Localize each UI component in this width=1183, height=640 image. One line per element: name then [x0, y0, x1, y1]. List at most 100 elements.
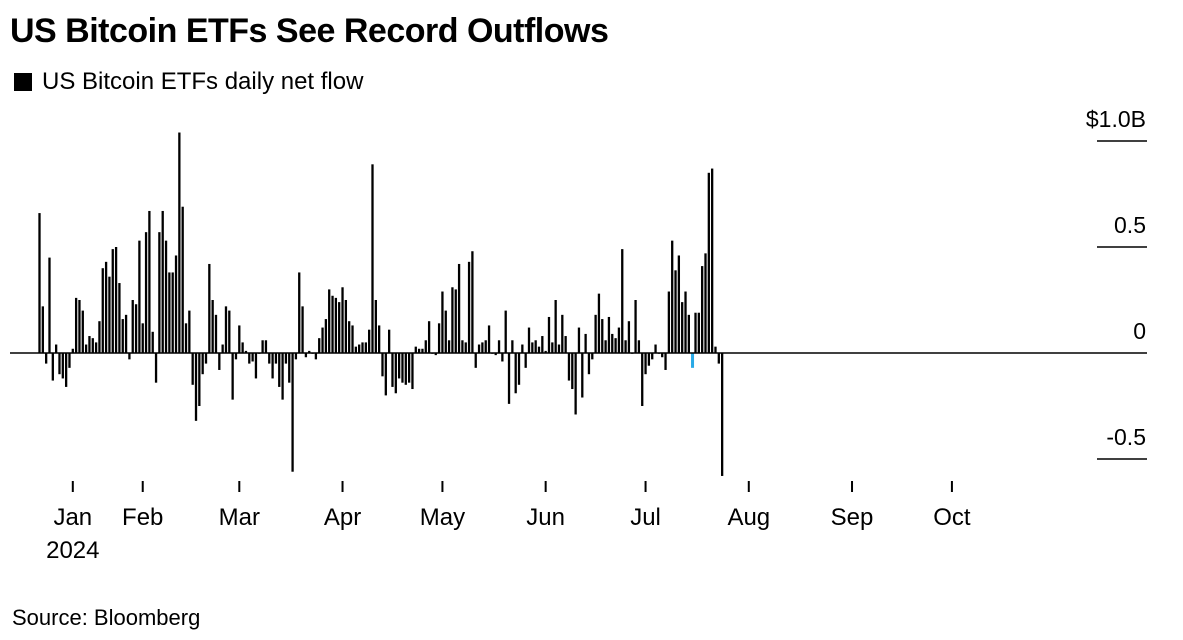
bar [251, 353, 254, 362]
bar [687, 314, 690, 353]
bar [717, 353, 720, 364]
bar [348, 321, 351, 353]
bar [574, 353, 577, 415]
bar [244, 350, 248, 353]
bar [268, 353, 271, 364]
bar [144, 232, 148, 353]
bar [38, 213, 41, 353]
bar [74, 297, 78, 353]
bar [261, 340, 264, 353]
bar [494, 353, 497, 356]
bar [154, 353, 158, 383]
bar [454, 289, 457, 353]
bar [304, 353, 308, 358]
bar [328, 289, 331, 353]
bar [204, 353, 208, 364]
bar [294, 353, 298, 360]
bar [564, 336, 567, 353]
bar [338, 302, 341, 353]
bar [437, 323, 441, 353]
bar [138, 240, 141, 353]
bar [474, 353, 477, 368]
x-axis-ticks: Jan 2024 Feb Mar Apr May Jun Jul Aug Sep Oct [46, 481, 971, 564]
bar [334, 297, 338, 353]
bar [291, 353, 294, 472]
bar [547, 316, 551, 353]
bar [128, 353, 131, 360]
bar [84, 344, 88, 353]
bar [104, 261, 108, 353]
x-tick-label: Aug [727, 504, 770, 531]
legend-swatch [14, 73, 32, 91]
bar [168, 272, 171, 353]
bar [647, 353, 651, 366]
bar [627, 321, 631, 353]
bar [374, 300, 377, 353]
bar [664, 353, 667, 370]
bar [507, 353, 511, 404]
bar [264, 340, 268, 353]
bar [91, 338, 94, 353]
bar [424, 340, 427, 353]
bar [604, 340, 607, 353]
bar [541, 336, 544, 353]
bar [707, 172, 710, 353]
bar [644, 353, 647, 375]
bar [534, 340, 537, 353]
bar [208, 263, 211, 353]
bar [714, 346, 717, 353]
bar [384, 353, 387, 396]
bar [524, 353, 527, 368]
bar [178, 132, 181, 353]
bar [211, 300, 214, 353]
bar [58, 353, 61, 375]
bar [221, 344, 224, 353]
bar [484, 340, 487, 353]
bar [447, 340, 451, 353]
bar [654, 344, 657, 353]
bar [537, 346, 541, 353]
bar [441, 291, 444, 353]
bar [64, 353, 68, 387]
bar [667, 291, 671, 353]
bar [461, 340, 464, 353]
bar [181, 206, 184, 353]
bar [114, 247, 118, 353]
bar [171, 272, 174, 353]
bar [78, 300, 81, 353]
bar [94, 342, 98, 353]
bar [388, 329, 391, 353]
bar [68, 353, 71, 368]
bar [681, 302, 684, 353]
bar [198, 353, 201, 406]
bar [467, 261, 471, 353]
bar [41, 306, 44, 353]
bar [531, 342, 534, 353]
bar [378, 325, 381, 353]
bar [634, 300, 637, 353]
bar [158, 232, 161, 353]
bar [324, 319, 328, 353]
bar [141, 323, 144, 353]
bar [301, 306, 304, 353]
x-tick-label: Jan [53, 504, 92, 531]
bar [148, 210, 151, 353]
bar [354, 346, 357, 353]
bar [521, 344, 524, 353]
x-tick-label: Feb [122, 504, 163, 531]
bar [721, 353, 724, 476]
y-tick-label: -0.5 [1106, 424, 1146, 450]
bar [98, 321, 101, 353]
bar [527, 327, 531, 353]
bar [318, 338, 321, 353]
highlight-bar [691, 353, 695, 368]
bar [637, 340, 641, 353]
bar [511, 340, 514, 353]
bar [597, 293, 601, 353]
bar [391, 353, 394, 387]
bar [464, 342, 467, 353]
bar [477, 344, 481, 353]
bar [314, 353, 318, 360]
bar [228, 310, 231, 353]
bar [417, 348, 421, 353]
